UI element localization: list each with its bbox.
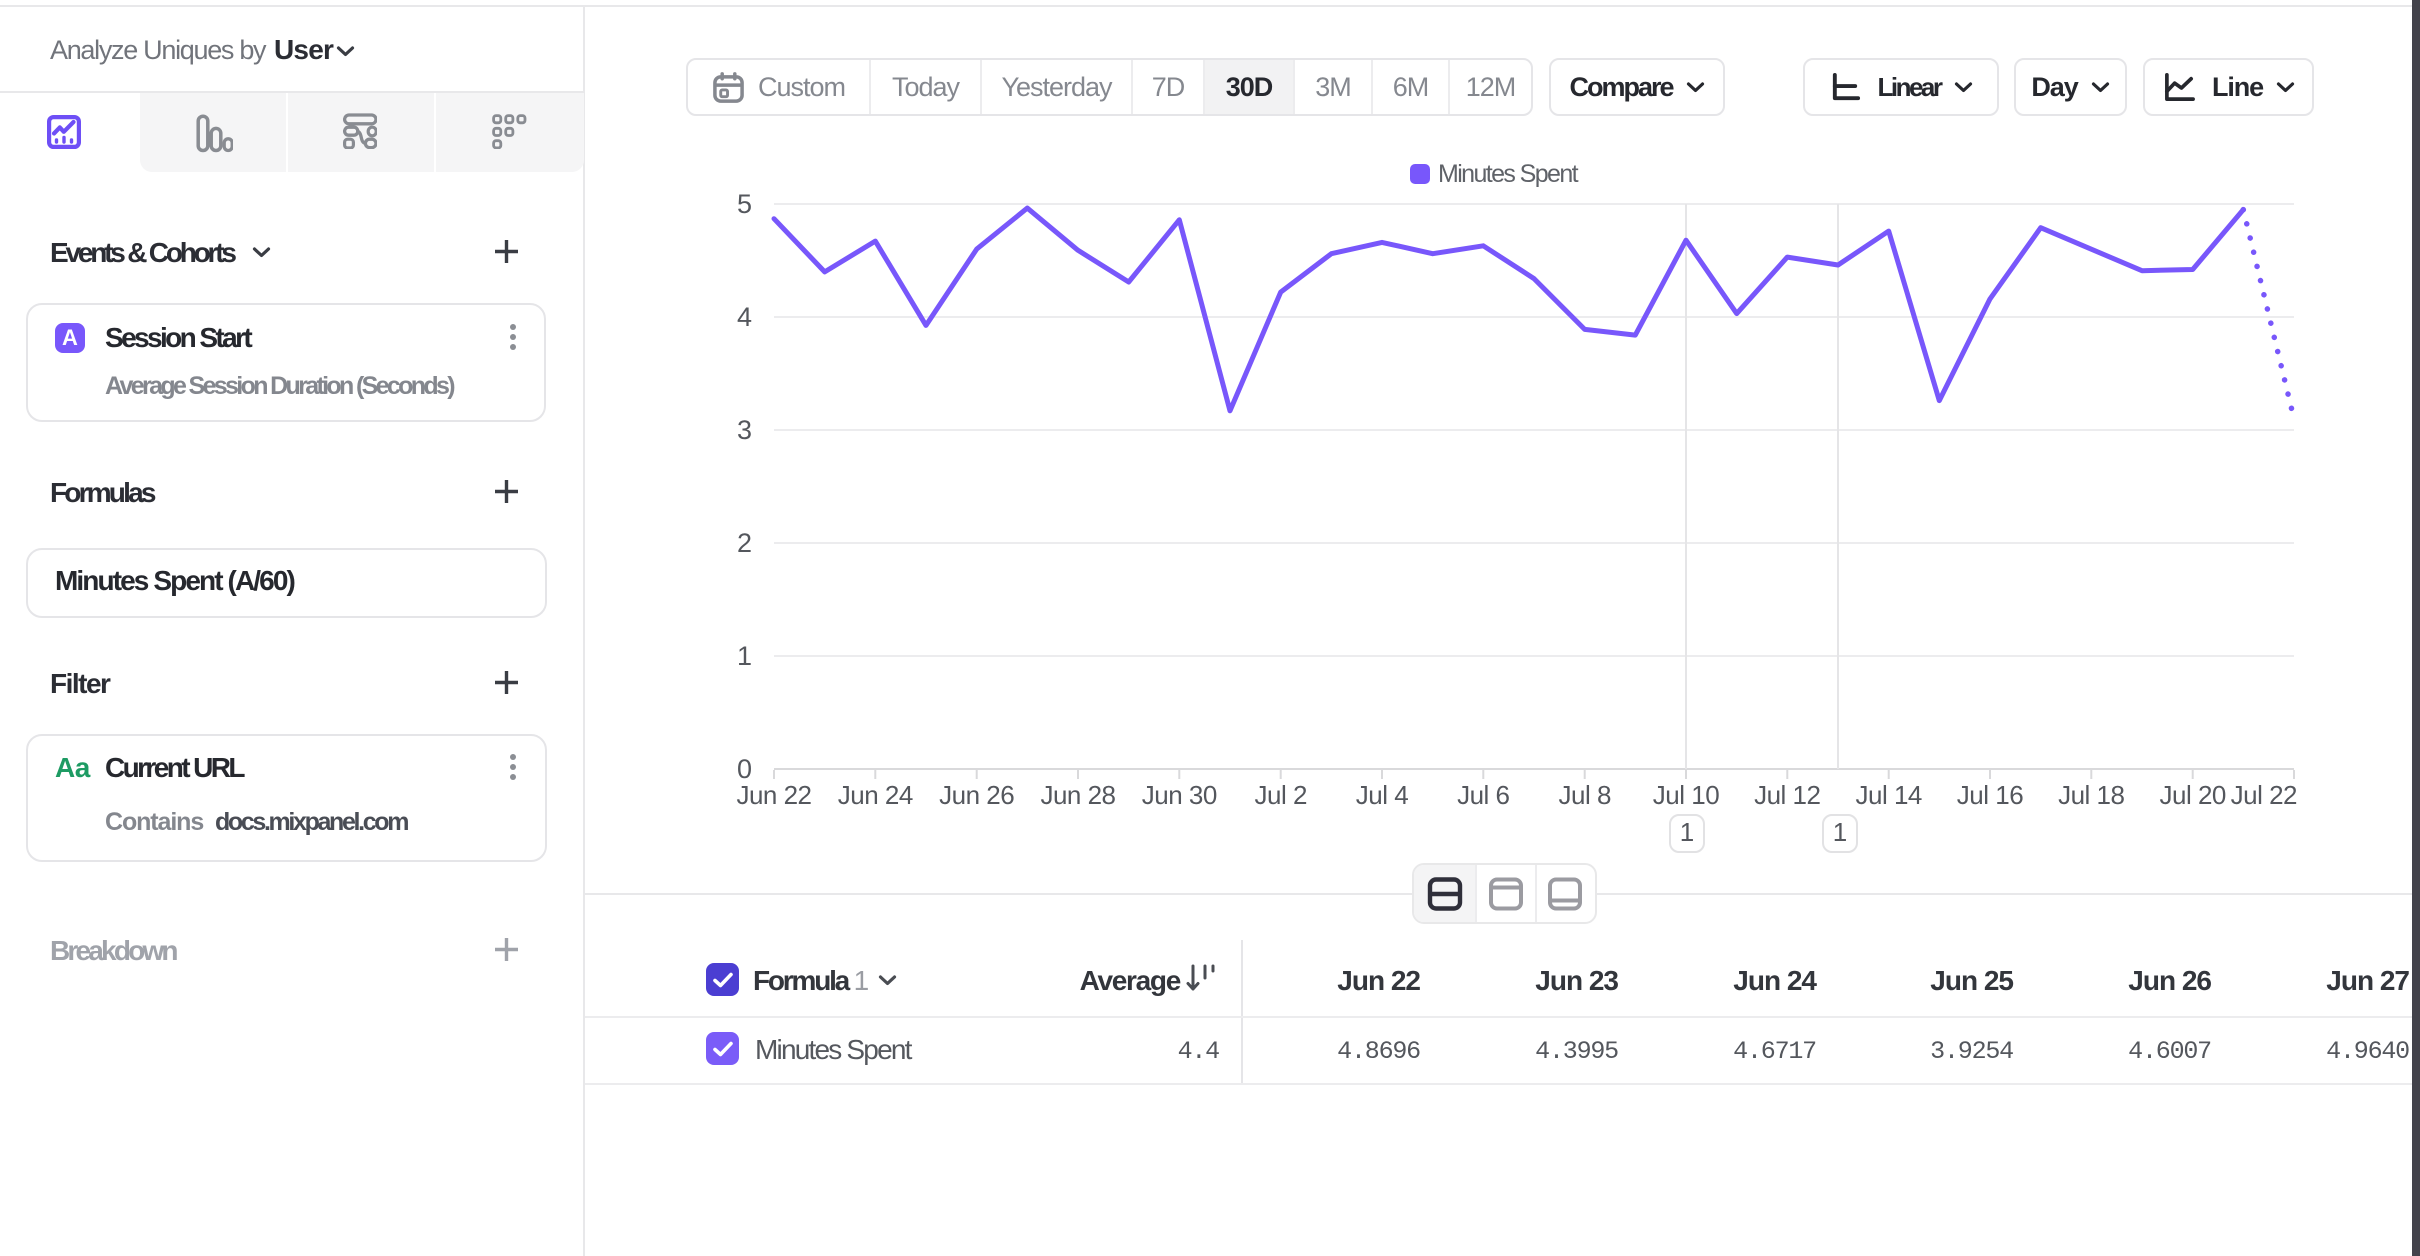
svg-text:3: 3: [737, 415, 752, 445]
svg-text:Jun 26: Jun 26: [939, 780, 1014, 810]
svg-text:Jul 4: Jul 4: [1356, 780, 1408, 810]
svg-text:Jul 22: Jul 22: [2231, 780, 2297, 810]
svg-text:Jul 6: Jul 6: [1457, 780, 1509, 810]
svg-text:4: 4: [737, 302, 752, 332]
svg-text:Jul 10: Jul 10: [1653, 780, 1719, 810]
svg-text:Jul 8: Jul 8: [1558, 780, 1610, 810]
svg-text:Jun 28: Jun 28: [1040, 780, 1115, 810]
svg-text:Jul 2: Jul 2: [1254, 780, 1306, 810]
svg-text:Jul 12: Jul 12: [1754, 780, 1820, 810]
svg-text:Jul 20: Jul 20: [2160, 780, 2226, 810]
svg-text:Jul 18: Jul 18: [2058, 780, 2124, 810]
svg-text:2: 2: [737, 528, 752, 558]
svg-text:5: 5: [737, 189, 752, 219]
svg-text:Jul 14: Jul 14: [1856, 780, 1922, 810]
svg-text:Jun 24: Jun 24: [838, 780, 913, 810]
svg-text:0: 0: [737, 754, 752, 784]
svg-text:Jun 22: Jun 22: [736, 780, 811, 810]
svg-text:1: 1: [737, 641, 752, 671]
svg-text:Jul 16: Jul 16: [1957, 780, 2023, 810]
svg-text:Jun 30: Jun 30: [1142, 780, 1217, 810]
